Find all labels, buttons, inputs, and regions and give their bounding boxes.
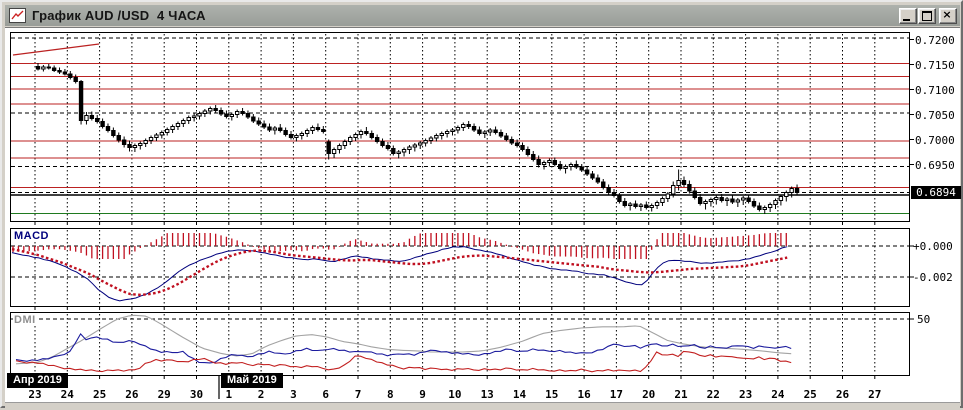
price-axis-label: 0.6950 bbox=[915, 159, 955, 172]
current-price-badge: 0.6894 bbox=[911, 186, 961, 199]
date-label: 15 bbox=[545, 388, 559, 401]
date-label: 14 bbox=[512, 388, 527, 401]
date-label: 2 bbox=[257, 388, 265, 401]
date-label: 26 bbox=[835, 388, 850, 401]
close-icon: × bbox=[942, 7, 952, 21]
line-chart-icon bbox=[9, 8, 26, 23]
dmi-panel bbox=[10, 312, 910, 376]
date-label: 27 bbox=[868, 388, 882, 401]
maximize-button[interactable] bbox=[918, 7, 936, 24]
price-axis-label: 0.7100 bbox=[915, 84, 955, 97]
price-axis-label: 0.7050 bbox=[915, 109, 955, 122]
date-label: 29 bbox=[157, 388, 171, 401]
date-label: 8 bbox=[386, 388, 394, 401]
date-label: 10 bbox=[448, 388, 462, 401]
dmi-plot bbox=[11, 314, 909, 373]
date-label: 24 bbox=[60, 388, 74, 401]
minimize-button[interactable] bbox=[899, 7, 917, 24]
date-label: 20 bbox=[642, 388, 656, 401]
date-label: 30 bbox=[189, 388, 204, 401]
dmi-axis-label: 50 bbox=[917, 313, 931, 326]
date-label: 17 bbox=[609, 388, 624, 401]
macd-panel bbox=[10, 228, 910, 307]
date-label: 1 bbox=[225, 388, 233, 401]
close-button[interactable]: × bbox=[939, 7, 957, 24]
date-label: 23 bbox=[28, 388, 42, 401]
date-label: 16 bbox=[577, 388, 591, 401]
date-label: 13 bbox=[480, 388, 494, 401]
maximize-icon bbox=[922, 10, 932, 21]
main-price-panel bbox=[10, 32, 910, 222]
minimize-icon bbox=[903, 18, 910, 21]
date-label: 26 bbox=[125, 388, 139, 401]
month-badge-april: Апр 2019 bbox=[7, 373, 68, 388]
price-axis-label: 0.7200 bbox=[915, 34, 955, 47]
date-label: 21 bbox=[674, 388, 688, 401]
dmi-panel-title: DMI bbox=[13, 314, 37, 326]
date-label: 9 bbox=[419, 388, 426, 401]
macd-panel-title: MACD bbox=[13, 230, 50, 242]
date-label: 24 bbox=[771, 388, 785, 401]
date-label: 6 bbox=[322, 388, 329, 401]
price-axis-label: 0.7000 bbox=[915, 134, 955, 147]
date-label: 23 bbox=[738, 388, 753, 401]
price-axis-label: 0.7150 bbox=[915, 59, 955, 72]
macd-plot bbox=[11, 233, 909, 302]
date-label: 7 bbox=[354, 388, 362, 401]
month-badge-may: Май 2019 bbox=[221, 373, 283, 388]
date-label: 25 bbox=[92, 388, 107, 401]
titlebar[interactable]: График AUD /USD 4 ЧАСА × bbox=[5, 5, 960, 26]
macd-axis-label: +0.000 bbox=[913, 240, 953, 253]
window-title: График AUD /USD 4 ЧАСА bbox=[32, 8, 206, 23]
date-label: 22 bbox=[706, 388, 720, 401]
main-chart-plot bbox=[11, 37, 909, 214]
window-controls: × bbox=[898, 7, 957, 24]
macd-axis-label: -0.002 bbox=[913, 271, 953, 284]
window-bottom-frame bbox=[5, 402, 960, 408]
date-label: 3 bbox=[290, 388, 297, 401]
date-label: 25 bbox=[803, 388, 817, 401]
